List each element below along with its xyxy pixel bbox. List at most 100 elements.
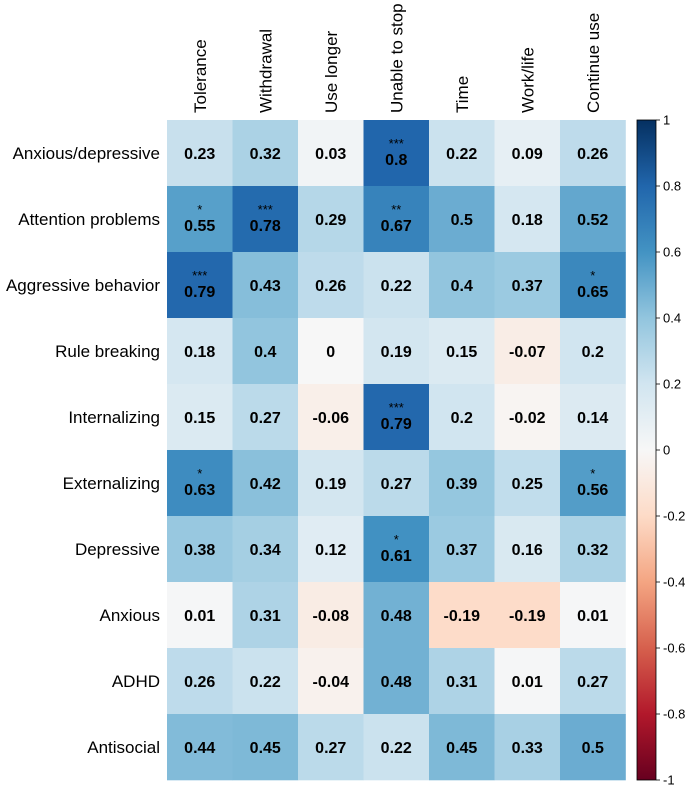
cell-value-label: 0.2: [582, 344, 604, 361]
cell-value-label: 0.4: [254, 344, 276, 361]
heatmap-cell: [429, 450, 495, 517]
column-label: Unable to stop: [387, 3, 406, 113]
cell-value-label: 0.01: [577, 608, 608, 625]
heatmap-cell: [363, 384, 430, 451]
cell-value-label: -0.08: [313, 608, 350, 625]
row-labels: Anxious/depressive Attention problems Aggr…: [6, 144, 160, 757]
colorbar-tick-label: 0.4: [663, 311, 681, 326]
heatmap-cell: [232, 714, 299, 781]
cell-value-label: 0.27: [250, 410, 281, 427]
heatmap-cell: [167, 582, 233, 649]
cell-value-label: 0.01: [512, 674, 543, 691]
cell-value-label: -0.06: [313, 410, 350, 427]
cell-value-label: 0.18: [184, 344, 215, 361]
heatmap-cell: [494, 582, 561, 649]
heatmap-cell: [232, 582, 299, 649]
heatmap-cell: [167, 450, 233, 517]
heatmap-cell: [167, 516, 233, 583]
significance-marker: *: [197, 202, 202, 217]
cell-value-label: 0.37: [512, 278, 543, 295]
colorbar-tick-label: 0.2: [663, 377, 681, 392]
row-label: Aggressive behavior: [6, 276, 160, 295]
heatmap-cell: [560, 714, 626, 781]
cell-value-label: 0.45: [250, 740, 281, 757]
heatmap-cell: [429, 120, 495, 187]
cell-value-label: 0.79: [381, 416, 412, 433]
cell-value-label: 0.19: [315, 476, 346, 493]
heatmap-cell: [232, 516, 299, 583]
colorbar-gradient: [636, 119, 657, 781]
heatmap-cell: [232, 450, 299, 517]
cell-value-label: 0.26: [577, 146, 608, 163]
cell-value-label: 0.4: [451, 278, 473, 295]
significance-marker: *: [590, 466, 595, 481]
cell-value-label: 0.22: [381, 740, 412, 757]
significance-marker: ***: [192, 268, 207, 283]
heatmap-cell: [232, 186, 299, 253]
heatmap-cell: [363, 582, 430, 649]
heatmap-cell: [363, 516, 430, 583]
cell-value-label: -0.19: [444, 608, 481, 625]
heatmap-cell: [429, 648, 495, 715]
cell-value-label: 0.27: [315, 740, 346, 757]
heatmap-cell: [232, 120, 299, 187]
heatmap-cell: [167, 384, 233, 451]
heatmap-cell: [494, 318, 561, 385]
heatmap-cell: [560, 384, 626, 451]
cell-value-label: 0.8: [385, 152, 407, 169]
cell-value-label: 0.16: [512, 542, 543, 559]
cell-value-label: 0.61: [381, 548, 412, 565]
heatmap-cell: [494, 186, 561, 253]
cell-value-label: 0.39: [446, 476, 477, 493]
column-label: Tolerance: [191, 39, 210, 113]
significance-marker: *: [590, 268, 595, 283]
cell-value-label: 0.44: [184, 740, 215, 757]
cell-value-label: 0.25: [512, 476, 543, 493]
cell-value-label: 0.31: [446, 674, 477, 691]
cell-value-label: 0.43: [250, 278, 281, 295]
cell-value-label: 0.29: [315, 212, 346, 229]
heatmap-cell: [429, 384, 495, 451]
heatmap-cell: [494, 714, 561, 781]
cell-value-label: 0.42: [250, 476, 281, 493]
cell-value-label: 0.23: [184, 146, 215, 163]
cell-value-label: 0.5: [582, 740, 604, 757]
colorbar-tick-label: -0.8: [663, 707, 685, 722]
cell-value-label: 0.22: [446, 146, 477, 163]
significance-marker: *: [197, 466, 202, 481]
heatmap-cell: [167, 120, 233, 187]
cell-value-label: 0.15: [446, 344, 477, 361]
heatmap-cell: [232, 318, 299, 385]
heatmap-cell: [232, 648, 299, 715]
heatmap-cell: [429, 582, 495, 649]
colorbar-tick-label: 1: [663, 113, 670, 128]
heatmap-cell: [560, 186, 626, 253]
row-label: Antisocial: [87, 738, 160, 757]
heatmap-cell: [560, 648, 626, 715]
row-label: ADHD: [112, 672, 160, 691]
row-label: Depressive: [75, 540, 160, 559]
cell-value-label: -0.04: [313, 674, 350, 691]
heatmap-cell: [494, 384, 561, 451]
heatmap-cell: [298, 318, 364, 385]
heatmap-cell: [363, 186, 430, 253]
cell-value-label: 0.56: [577, 482, 608, 499]
row-label: Externalizing: [63, 474, 160, 493]
cell-value-label: 0.79: [184, 284, 215, 301]
column-label: Time: [453, 76, 472, 113]
cell-value-label: 0.27: [381, 476, 412, 493]
heatmap-cell: [298, 186, 364, 253]
cell-value-label: 0.32: [577, 542, 608, 559]
cell-value-label: 0.38: [184, 542, 215, 559]
heatmap-cell: [494, 120, 561, 187]
heatmap-cell: [560, 582, 626, 649]
cell-value-label: -0.02: [509, 410, 546, 427]
colorbar-tick-label: 0.6: [663, 245, 681, 260]
colorbar-tick-label: 0: [663, 443, 670, 458]
heatmap-cell: [363, 648, 430, 715]
cell-value-label: 0.09: [512, 146, 543, 163]
cell-value-label: 0: [326, 344, 335, 361]
heatmap-cell: [298, 714, 364, 781]
cell-value-label: 0.63: [184, 482, 215, 499]
